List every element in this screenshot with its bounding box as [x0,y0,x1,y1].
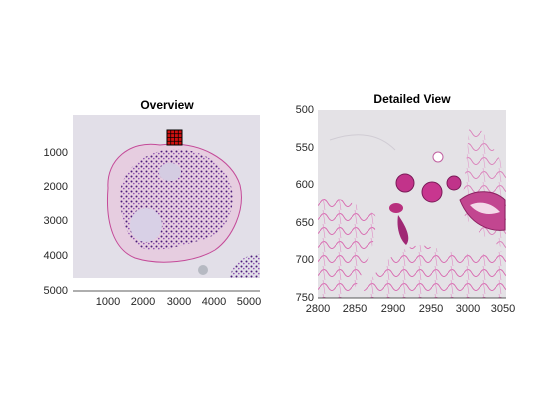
detail-title: Detailed View [373,92,451,106]
detail-ytick: 600 [295,179,314,191]
detail-xtick: 3000 [455,303,481,315]
overview-artifact-spot [198,265,208,275]
overview-xtick: 1000 [95,296,121,308]
detail-ytick: 700 [295,254,314,266]
detail-adipose-bottom [360,245,506,298]
overview-ytick: 4000 [43,250,68,262]
detail-xtick: 2950 [418,303,444,315]
detail-xtick: 3050 [490,303,516,315]
detail-xtick: 2800 [305,303,331,315]
detail-vessel-lumen [470,202,500,214]
detail-ytick: 500 [295,104,314,116]
overview-selection-grid [166,129,183,146]
detail-adipose-left [318,198,376,298]
detail-xtick: 2850 [342,303,368,315]
overview-ytick: 2000 [43,181,68,193]
detail-vessel [395,173,415,193]
overview-follicle-left [130,208,162,242]
overview-xtick: 4000 [201,296,227,308]
overview-title: Overview [140,98,194,112]
overview-ytick: 5000 [43,285,68,297]
detail-xtick: 2900 [380,303,406,315]
overview-ytick: 3000 [43,215,68,227]
detail-vessel [389,203,403,213]
overview-xtick: 2000 [130,296,156,308]
detail-ytick: 650 [295,217,314,229]
overview-follicle-top [159,163,181,181]
overview-corner-tissue [230,254,260,278]
detail-ytick: 550 [295,142,314,154]
detail-vessel [446,175,462,191]
detail-vessel-small [432,151,444,163]
detail-vessel [421,181,443,203]
detail-ytick: 750 [295,292,314,304]
detail-strand [397,215,409,245]
detail-stroma-line [329,134,396,151]
overview-xtick: 5000 [236,296,262,308]
overview-ytick: 1000 [43,147,68,159]
overview-xtick: 3000 [166,296,192,308]
